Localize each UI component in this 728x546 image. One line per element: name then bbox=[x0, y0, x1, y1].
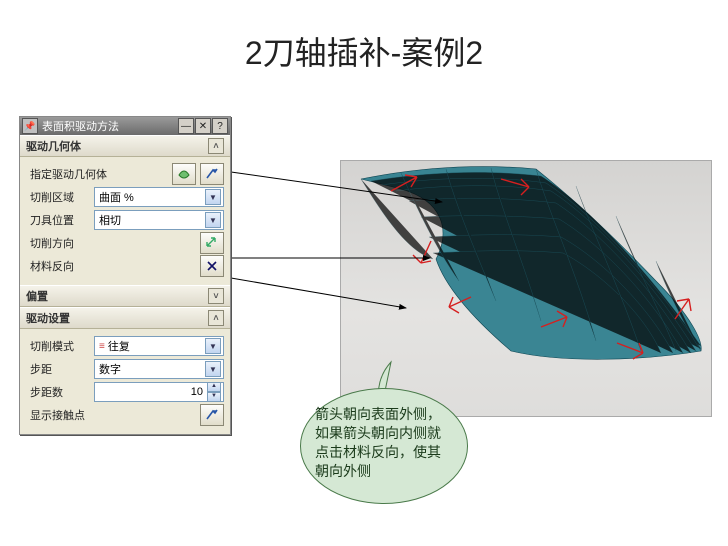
cut-area-value: 曲面 % bbox=[99, 189, 134, 205]
show-contact-label: 显示接触点 bbox=[30, 407, 196, 423]
step-label: 步距 bbox=[30, 361, 90, 377]
material-reverse-label: 材料反向 bbox=[30, 258, 196, 274]
dropdown-arrow-icon: ▼ bbox=[205, 338, 221, 354]
section-body-drive: 切削模式 ≡ 往复 ▼ 步距 数字 ▼ 步距数 10 ▲ ▼ bbox=[20, 329, 230, 434]
tool-pos-value: 相切 bbox=[99, 212, 121, 228]
section-header-drive[interactable]: 驱动设置 ˄ bbox=[20, 307, 230, 329]
dialog-title: 表面积驱动方法 bbox=[38, 118, 177, 134]
cut-area-select[interactable]: 曲面 % ▼ bbox=[94, 187, 224, 207]
section-title: 偏置 bbox=[26, 288, 48, 304]
spin-down-button[interactable]: ▼ bbox=[207, 392, 221, 402]
section-title: 驱动设置 bbox=[26, 310, 70, 326]
dialog-titlebar[interactable]: 📌 表面积驱动方法 — ✕ ? bbox=[20, 117, 230, 135]
section-body-geometry: 指定驱动几何体 切削区域 曲面 % ▼ 刀具位置 相切 ▼ 切削方向 bbox=[20, 157, 230, 285]
page-title: 2刀轴插补-案例2 bbox=[0, 28, 728, 74]
dropdown-arrow-icon: ▼ bbox=[205, 361, 221, 377]
section-title: 驱动几何体 bbox=[26, 138, 81, 154]
section-header-offset[interactable]: 偏置 ˅ bbox=[20, 285, 230, 307]
chevron-up-icon: ˄ bbox=[208, 138, 224, 154]
cut-dir-label: 切削方向 bbox=[30, 235, 196, 251]
tool-pos-label: 刀具位置 bbox=[30, 212, 90, 228]
chevron-up-icon: ˄ bbox=[208, 310, 224, 326]
display-geom-button[interactable] bbox=[200, 163, 224, 185]
cut-direction-button[interactable] bbox=[200, 232, 224, 254]
surface-drive-dialog: 📌 表面积驱动方法 — ✕ ? 驱动几何体 ˄ 指定驱动几何体 切削区域 曲面 … bbox=[19, 116, 231, 435]
tool-pos-select[interactable]: 相切 ▼ bbox=[94, 210, 224, 230]
step-count-value: 10 bbox=[97, 386, 207, 398]
step-count-input[interactable]: 10 ▲ ▼ bbox=[94, 382, 224, 402]
dropdown-arrow-icon: ▼ bbox=[205, 212, 221, 228]
step-select[interactable]: 数字 ▼ bbox=[94, 359, 224, 379]
surface-preview bbox=[340, 160, 712, 417]
zigzag-icon: ≡ bbox=[99, 341, 105, 352]
section-header-geometry[interactable]: 驱动几何体 ˄ bbox=[20, 135, 230, 157]
dropdown-arrow-icon: ▼ bbox=[205, 189, 221, 205]
step-count-label: 步距数 bbox=[30, 384, 90, 400]
material-reverse-button[interactable] bbox=[200, 255, 224, 277]
step-value: 数字 bbox=[99, 361, 121, 377]
specify-geom-label: 指定驱动几何体 bbox=[30, 166, 168, 182]
cut-area-label: 切削区域 bbox=[30, 189, 90, 205]
specify-geom-button[interactable] bbox=[172, 163, 196, 185]
cut-mode-select[interactable]: ≡ 往复 ▼ bbox=[94, 336, 224, 356]
spin-up-button[interactable]: ▲ bbox=[207, 382, 221, 392]
cut-mode-label: 切削模式 bbox=[30, 338, 90, 354]
help-button[interactable]: ? bbox=[212, 118, 228, 134]
pin-icon[interactable]: 📌 bbox=[22, 118, 38, 134]
annotation-bubble: 箭头朝向表面外侧，如果箭头朝向内侧就点击材料反向，使其朝向外侧 bbox=[300, 388, 468, 504]
minimize-button[interactable]: — bbox=[178, 118, 194, 134]
show-contact-button[interactable] bbox=[200, 404, 224, 426]
cut-mode-value: 往复 bbox=[108, 338, 205, 354]
chevron-down-icon: ˅ bbox=[208, 288, 224, 304]
close-button[interactable]: ✕ bbox=[195, 118, 211, 134]
